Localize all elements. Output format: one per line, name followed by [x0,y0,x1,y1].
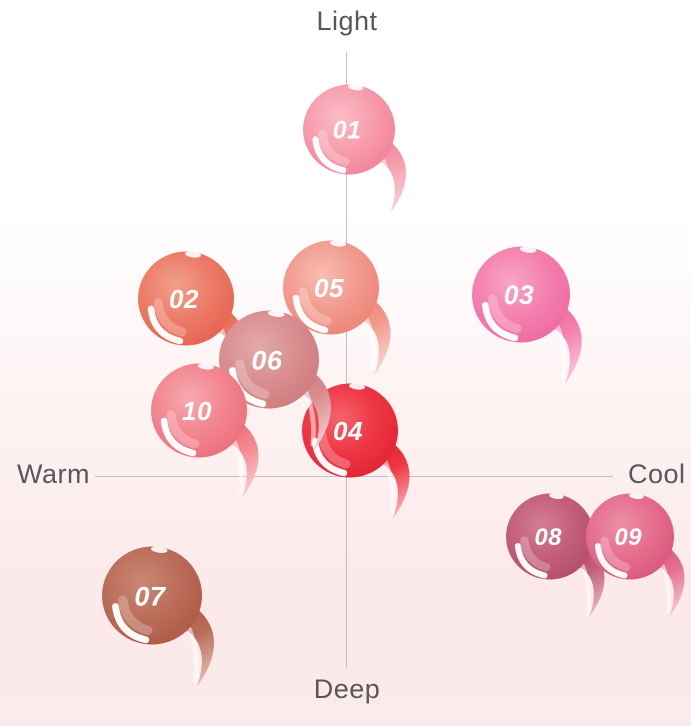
swatch-drop [138,251,235,346]
swatch-gloss-soft [153,298,187,337]
swatch-gloss [482,301,519,342]
light-deep-axis-line [346,52,347,668]
swatch-gloss [312,136,347,174]
swatch-06: 06 [219,310,332,451]
axis-label-cool: Cool [628,459,686,489]
swatch-gloss-soft [317,129,350,166]
swatch-drop [283,240,380,335]
swatch-number-10: 10 [182,396,212,426]
swatch-gloss [160,417,197,457]
swatch-gloss-soft [520,536,551,572]
swatch-gloss [292,294,329,334]
swatch-drop [303,84,396,175]
swatch-top-sheen [519,246,537,253]
swatch-gloss-soft [235,359,270,400]
axis-label-light: Light [316,6,378,36]
swatch-drop [506,493,595,580]
swatch-top-sheen [151,546,168,553]
swatch-08: 08 [506,493,605,617]
swatch-drop [102,546,203,645]
swatch-top-sheen [198,363,214,370]
swatch-gloss-soft [166,410,200,449]
swatch-gloss [514,543,548,579]
swatch-gloss-soft [118,595,153,636]
swatch-10: 10 [151,363,259,498]
swatch-03: 03 [472,246,582,384]
swatch-top-sheen [185,251,201,258]
swatch-01: 01 [303,84,407,214]
axis-label-warm: Warm [17,459,90,489]
swatch-number-05: 05 [314,273,344,303]
swatch-number-09: 09 [614,524,642,551]
swatch-drop [586,493,675,580]
swatch-05: 05 [283,240,391,375]
swatch-number-07: 07 [134,580,167,611]
swatch-07: 07 [102,546,215,687]
swatch-top-sheen [330,240,346,247]
swatch-number-08: 08 [534,524,562,551]
swatch-top-sheen [629,493,644,500]
swatch-number-03: 03 [504,280,534,310]
swatch-top-sheen [549,493,564,500]
swatch-top-sheen [348,84,364,91]
swatch-number-01: 01 [333,117,362,145]
swatch-gloss [112,603,150,644]
axis-label-deep: Deep [313,674,381,704]
swatch-drop [219,310,320,409]
swatch-gloss-soft [600,536,631,572]
swatch-gloss-soft [487,294,522,334]
swatch-top-sheen [349,383,365,390]
swatch-number-06: 06 [251,344,283,375]
swatch-drop [472,246,571,343]
swatch-drop [151,363,248,458]
swatch-gloss [147,305,184,345]
swatch-gloss-soft [317,430,351,469]
swatch-gloss [594,543,628,579]
swatch-top-sheen [268,310,285,317]
swatch-gloss-soft [298,287,332,326]
swatch-number-04: 04 [333,416,363,446]
swatch-number-02: 02 [169,284,199,314]
swatch-09: 09 [586,493,685,617]
